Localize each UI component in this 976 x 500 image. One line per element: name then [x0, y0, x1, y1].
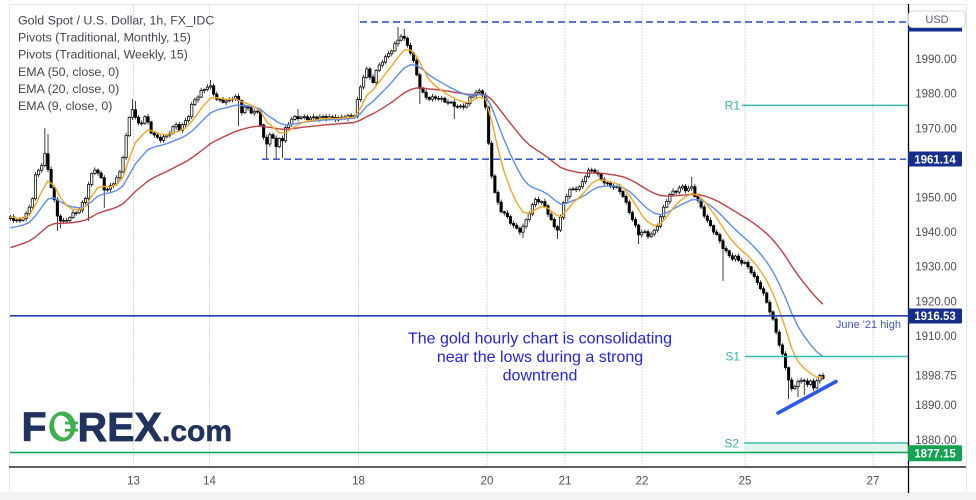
svg-text:1980.00: 1980.00: [915, 89, 957, 101]
svg-text:The gold hourly chart is conso: The gold hourly chart is consolidating: [408, 331, 672, 348]
svg-text:1990.00: 1990.00: [915, 54, 957, 66]
svg-text:USD: USD: [925, 14, 948, 26]
svg-text:20: 20: [481, 476, 494, 488]
svg-text:21: 21: [559, 476, 572, 488]
svg-text:EMA (9, close, 0): EMA (9, close, 0): [18, 99, 112, 113]
svg-text:14: 14: [203, 476, 216, 488]
svg-text:1940.00: 1940.00: [915, 227, 957, 239]
svg-text:1898.75: 1898.75: [915, 371, 957, 383]
svg-text:18: 18: [352, 476, 365, 488]
svg-text:1890.00: 1890.00: [915, 400, 957, 412]
svg-text:.com: .com: [162, 415, 232, 448]
svg-text:EMA (20, close, 0): EMA (20, close, 0): [18, 82, 119, 96]
svg-text:downtrend: downtrend: [503, 368, 578, 385]
svg-text:Pivots (Traditional, Monthly,: Pivots (Traditional, Monthly, 15): [18, 31, 191, 45]
svg-text:S1: S1: [725, 350, 740, 364]
svg-text:1970.00: 1970.00: [915, 123, 957, 135]
svg-text:June '21 high: June '21 high: [836, 319, 901, 331]
svg-text:1880.00: 1880.00: [915, 435, 957, 447]
svg-text:S2: S2: [724, 437, 739, 451]
svg-text:1920.00: 1920.00: [915, 296, 957, 308]
svg-text:REX: REX: [78, 404, 162, 450]
svg-text:1877.15: 1877.15: [914, 448, 956, 460]
svg-text:13: 13: [127, 476, 140, 488]
svg-text:R1: R1: [725, 98, 741, 112]
svg-text:1950.00: 1950.00: [915, 193, 957, 205]
svg-text:25: 25: [739, 476, 752, 488]
svg-text:1910.00: 1910.00: [915, 331, 957, 343]
svg-text:Gold Spot / U.S. Dollar, 1h, F: Gold Spot / U.S. Dollar, 1h, FX_IDC: [18, 14, 214, 28]
svg-text:1961.14: 1961.14: [914, 154, 956, 166]
svg-text:27: 27: [867, 476, 880, 488]
svg-text:Pivots (Traditional, Weekly, 1: Pivots (Traditional, Weekly, 15): [18, 48, 188, 62]
svg-text:EMA (50, close, 0): EMA (50, close, 0): [18, 65, 119, 79]
svg-text:near the lows during a strong: near the lows during a strong: [437, 349, 643, 366]
svg-text:1930.00: 1930.00: [915, 262, 957, 274]
svg-text:F: F: [22, 404, 47, 450]
svg-text:1916.53: 1916.53: [914, 311, 956, 323]
svg-text:22: 22: [636, 476, 649, 488]
